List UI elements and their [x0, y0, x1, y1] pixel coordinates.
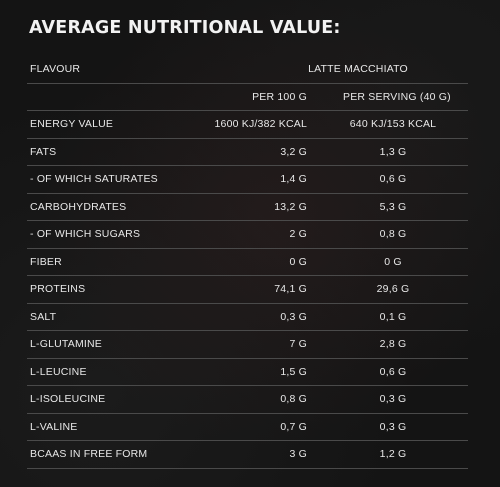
value-per-serving: 1,2 G [379, 448, 407, 460]
value-per-serving: 29,6 G [376, 283, 410, 295]
value-per-100g: 0,7 G [280, 420, 307, 433]
value-per-serving: 0,6 G [379, 365, 407, 378]
nutrient-label: L-VALINE [30, 420, 78, 433]
nutrient-label: PROTEINS [30, 283, 86, 295]
table-row: - OF WHICH SATURATES 1,4 G 0,6 G [27, 166, 468, 194]
value-per-serving: 1,3 G [379, 145, 407, 158]
value-per-100g: 1,5 G [280, 365, 307, 378]
nutrient-label: L-LEUCINE [30, 365, 87, 378]
value-per-100g: 74,1 G [274, 283, 307, 295]
value-per-serving: 0,3 G [379, 420, 407, 433]
nutrient-label: - OF WHICH SATURATES [30, 173, 158, 185]
value-per-serving: 0,6 G [379, 173, 407, 185]
nutrient-label: BCAAS IN FREE FORM [30, 448, 148, 460]
nutrient-label: L-ISOLEUCINE [30, 393, 106, 405]
nutrient-label: ENERGY VALUE [30, 118, 114, 130]
table-row: L-GLUTAMINE 7 G 2,8 G [27, 331, 468, 359]
nutrient-label: - OF WHICH SUGARS [30, 228, 141, 240]
value-per-100g: 1600 KJ/382 KCAL [214, 118, 307, 130]
column-header-per-serving: PER SERVING (40 G) [343, 90, 451, 103]
flavour-label: FLAVOUR [30, 63, 81, 75]
value-per-100g: 7 G [289, 338, 307, 350]
column-header-row: PER 100 G PER SERVING (40 G) [27, 84, 468, 111]
value-per-serving: 0,1 G [379, 310, 407, 323]
value-per-serving: 0 G [384, 255, 402, 268]
nutrient-label: L-GLUTAMINE [30, 338, 103, 350]
value-per-100g: 1,4 G [280, 173, 307, 185]
table-row: L-ISOLEUCINE 0,8 G 0,3 G [27, 386, 468, 414]
table-row: BCAAS IN FREE FORM 3 G 1,2 G [27, 441, 468, 469]
value-per-100g: 0,3 G [280, 310, 307, 323]
nutrient-label: FIBER [30, 255, 62, 268]
value-per-100g: 3 G [289, 448, 307, 460]
nutrient-label: SALT [30, 310, 57, 323]
value-per-100g: 0,8 G [280, 393, 307, 405]
flavour-row: FLAVOUR LATTE MACCHIATO [27, 56, 468, 84]
value-per-100g: 2 G [289, 228, 307, 240]
nutrition-table: FLAVOUR LATTE MACCHIATO PER 100 G PER SE… [27, 56, 468, 469]
flavour-value: LATTE MACCHIATO [308, 63, 408, 75]
value-per-serving: 5,3 G [379, 200, 407, 213]
table-row: CARBOHYDRATES 13,2 G 5,3 G [27, 194, 468, 221]
value-per-serving: 0,8 G [379, 228, 407, 240]
table-row: FIBER 0 G 0 G [27, 249, 468, 276]
column-header-per-100g: PER 100 G [252, 90, 307, 103]
value-per-100g: 0 G [289, 255, 307, 268]
table-row: ENERGY VALUE 1600 KJ/382 KCAL 640 KJ/153 K… [27, 111, 468, 139]
value-per-serving: 640 KJ/153 KCAL [349, 118, 437, 130]
value-per-100g: 3,2 G [280, 145, 307, 158]
table-row: - OF WHICH SUGARS 2 G 0,8 G [27, 221, 468, 249]
table-row: L-LEUCINE 1,5 G 0,6 G [27, 359, 468, 386]
value-per-100g: 13,2 G [274, 200, 307, 213]
table-row: SALT 0,3 G 0,1 G [27, 304, 468, 331]
table-row: FATS 3,2 G 1,3 G [27, 139, 468, 166]
nutrient-label: FATS [30, 145, 57, 158]
table-row: L-VALINE 0,7 G 0,3 G [27, 414, 468, 441]
page-title: AVERAGE NUTRITIONAL VALUE: [29, 18, 341, 38]
table-row: PROTEINS 74,1 G 29,6 G [27, 276, 468, 304]
nutrient-label: CARBOHYDRATES [30, 200, 127, 213]
value-per-serving: 0,3 G [379, 393, 407, 405]
value-per-serving: 2,8 G [379, 338, 407, 350]
